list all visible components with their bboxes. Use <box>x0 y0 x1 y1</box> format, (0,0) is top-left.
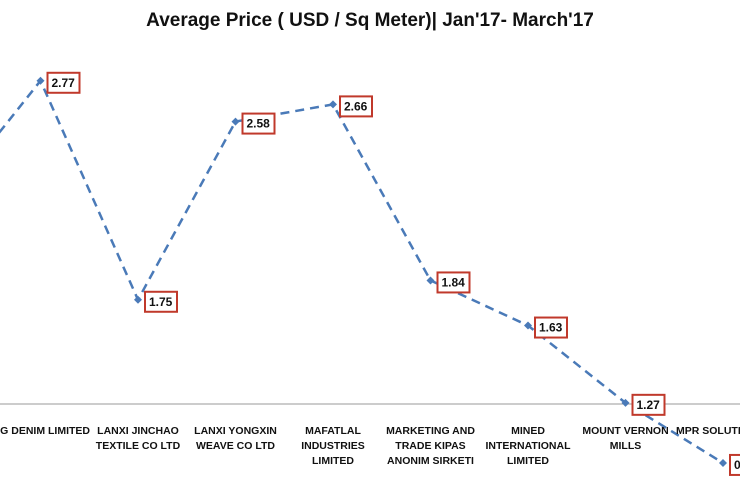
data-label-text: 1.75 <box>149 295 173 309</box>
data-label: 2.58 <box>241 112 276 135</box>
data-label: 1.63 <box>534 316 568 339</box>
data-label: 2.77 <box>46 71 81 94</box>
data-label-box <box>534 316 568 339</box>
data-point <box>621 398 630 407</box>
data-labels-layer: 2.77 1.75 2.58 2.66 1.84 1.63 1.27 0 <box>46 71 740 476</box>
data-point <box>524 321 532 330</box>
series-layer <box>0 78 724 465</box>
category-label: MPR SOLUTI <box>676 425 740 437</box>
data-label-text: 2.58 <box>247 117 271 131</box>
data-label: 1.84 <box>436 271 471 294</box>
series-line <box>0 78 724 465</box>
data-point <box>426 276 435 285</box>
data-point <box>231 117 240 126</box>
data-point <box>329 100 337 109</box>
data-label-text: 1.84 <box>442 275 466 289</box>
data-label-box <box>631 393 666 416</box>
data-label-text: 2.77 <box>52 76 76 90</box>
data-label-box <box>241 112 276 135</box>
category-label: LANXI YONGXIN WEAVE CO LTD <box>194 425 277 452</box>
data-point <box>719 458 727 467</box>
category-label: MARKETING AND TRADE KIPAS ANONIM SIRKETI <box>386 425 475 467</box>
data-label-box <box>46 71 81 94</box>
data-point <box>134 295 142 304</box>
data-label-text: 1.63 <box>539 321 563 335</box>
data-label-box <box>144 290 178 313</box>
chart-title: Average Price ( USD / Sq Meter)| Jan'17-… <box>146 10 594 31</box>
category-label: MOUNT VERNON MILLS <box>582 425 669 452</box>
data-label: 2.66 <box>339 95 373 118</box>
data-label: 1.27 <box>631 393 666 416</box>
data-point <box>36 76 45 85</box>
data-label-box <box>729 453 740 476</box>
category-label: LANXI JINCHAO TEXTILE CO LTD <box>95 425 181 452</box>
data-label-text: 0 <box>734 458 740 472</box>
data-label-text: 2.66 <box>344 99 368 113</box>
data-label: 0 <box>729 453 740 476</box>
data-label-box <box>339 95 373 118</box>
data-label-box <box>436 271 471 294</box>
category-label: G DENIM LIMITED <box>0 425 90 437</box>
category-label: MINED INTERNATIONAL LIMITED <box>485 425 571 467</box>
category-label: MAFATLAL INDUSTRIES LIMITED <box>301 425 365 467</box>
data-label-text: 1.27 <box>637 398 661 412</box>
points-layer <box>36 76 727 467</box>
data-label: 1.75 <box>144 290 178 313</box>
